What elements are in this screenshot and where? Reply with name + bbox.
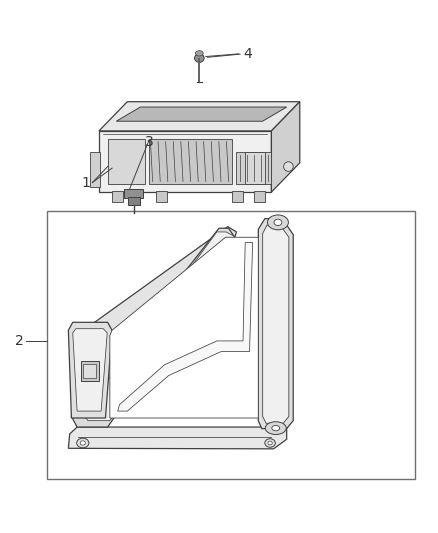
- Polygon shape: [71, 228, 237, 427]
- Ellipse shape: [268, 215, 288, 230]
- Bar: [112, 191, 123, 201]
- Polygon shape: [99, 131, 272, 192]
- Polygon shape: [116, 107, 287, 121]
- Text: 1: 1: [81, 175, 90, 190]
- Ellipse shape: [77, 438, 89, 448]
- Polygon shape: [118, 243, 253, 411]
- Polygon shape: [263, 225, 289, 423]
- Polygon shape: [258, 219, 293, 429]
- Polygon shape: [68, 427, 287, 449]
- Ellipse shape: [195, 51, 203, 56]
- Ellipse shape: [265, 439, 276, 447]
- Ellipse shape: [268, 441, 272, 445]
- Text: 2: 2: [14, 334, 23, 348]
- Text: 3: 3: [145, 134, 153, 149]
- Bar: [232, 191, 243, 201]
- Polygon shape: [110, 237, 258, 418]
- Polygon shape: [272, 102, 300, 192]
- Bar: [155, 191, 166, 201]
- Bar: [108, 139, 145, 184]
- Bar: [237, 152, 272, 184]
- Bar: [90, 152, 100, 187]
- Ellipse shape: [284, 162, 293, 171]
- Bar: [149, 139, 232, 184]
- Polygon shape: [73, 329, 107, 411]
- Polygon shape: [83, 232, 234, 421]
- Ellipse shape: [80, 441, 85, 445]
- Bar: [46, 211, 416, 479]
- Ellipse shape: [194, 54, 204, 62]
- Bar: [83, 364, 96, 377]
- Bar: [254, 191, 265, 201]
- Bar: [128, 197, 140, 205]
- Bar: [81, 361, 99, 381]
- Polygon shape: [99, 102, 300, 131]
- Bar: [124, 189, 144, 198]
- Text: 4: 4: [243, 47, 252, 61]
- Bar: [245, 152, 265, 184]
- Ellipse shape: [274, 219, 282, 225]
- Ellipse shape: [272, 425, 280, 431]
- Ellipse shape: [265, 422, 286, 434]
- Polygon shape: [68, 322, 112, 418]
- Polygon shape: [86, 227, 237, 346]
